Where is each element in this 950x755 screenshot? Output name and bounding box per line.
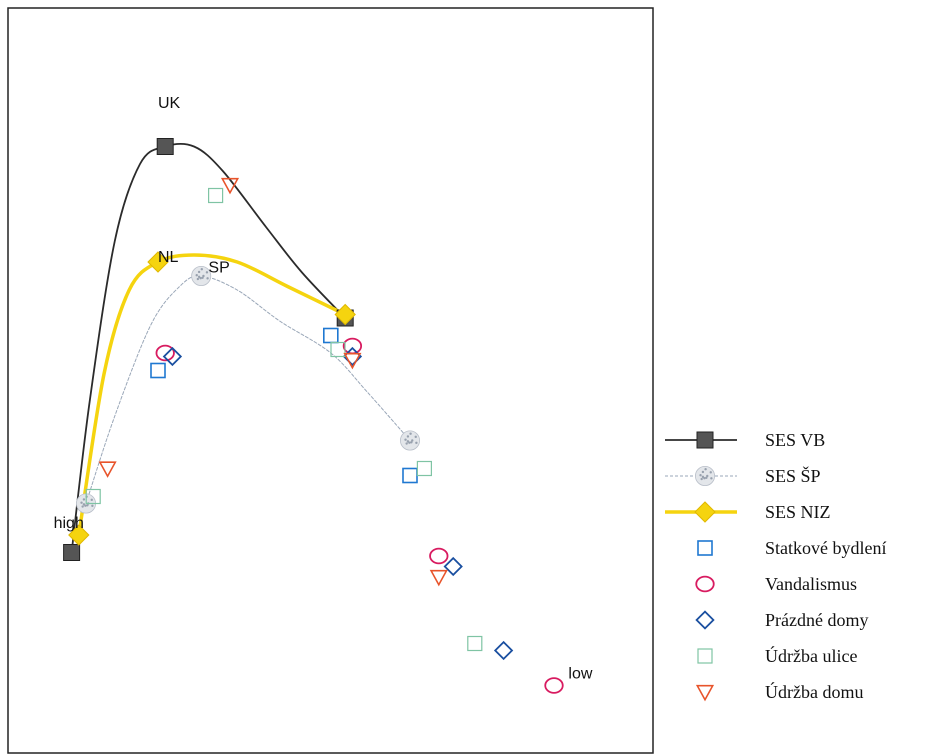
legend-label-ses-niz: SES NIZ (765, 502, 831, 522)
legend-label-ses-vb: SES VB (765, 430, 825, 450)
point-ses-niz-1 (68, 524, 90, 546)
legend-marker-ses-vb (696, 431, 714, 449)
legend-item-udrzba-ulice: Údržba ulice (697, 645, 857, 666)
series-line-ses-sp (85, 275, 411, 504)
legend-marker-vandalismus (695, 575, 715, 593)
point-ses-niz-3 (334, 303, 356, 326)
point-ses-sp-2 (191, 265, 212, 286)
point-prazdne-domy-3 (443, 556, 463, 577)
point-udrzba-domu-3 (343, 352, 362, 370)
point-vandalismus-1 (155, 344, 175, 362)
point-udrzba-ulice-2 (208, 187, 224, 204)
point-ses-sp-3 (399, 430, 420, 451)
legend-marker-udrzba-ulice (697, 648, 713, 664)
point-udrzba-domu-1 (98, 461, 117, 478)
legend-item-ses-sp: SES ŠP (665, 465, 821, 486)
point-ses-vb-2 (156, 138, 174, 155)
legend-marker-udrzba-domu (695, 684, 715, 702)
legend-label-udrzba-ulice: Údržba ulice (765, 645, 857, 666)
point-vandalismus-4 (544, 677, 564, 694)
point-udrzba-ulice-5 (467, 635, 483, 652)
legend-item-ses-niz: SES NIZ (665, 501, 831, 523)
legend-label-ses-sp: SES ŠP (765, 465, 821, 486)
legend-marker-statkove-bydleni (697, 540, 713, 556)
legend-item-udrzba-domu: Údržba domu (695, 681, 863, 702)
legend-item-vandalismus: Vandalismus (695, 574, 857, 594)
point-udrzba-domu-4 (429, 569, 448, 587)
legend-label-vandalismus: Vandalismus (765, 574, 857, 594)
legend: SES VB SES ŠP SES NIZ Statkové bydlení Vanda… (665, 430, 886, 702)
legend-item-prazdne-domy: Prázdné domy (695, 610, 868, 630)
point-udrzba-ulice-3 (330, 341, 346, 358)
point-ses-niz-2 (147, 251, 169, 273)
data-markers (63, 138, 564, 694)
legend-marker-ses-niz (694, 501, 716, 523)
legend-label-prazdne-domy: Prázdné domy (765, 610, 868, 630)
point-statkove-bydleni-1 (150, 362, 166, 379)
legend-marker-prazdne-domy (695, 610, 715, 630)
legend-label-udrzba-domu: Údržba domu (765, 681, 863, 702)
annotation-nl: NL (158, 249, 179, 266)
plot-frame (7, 7, 654, 754)
point-vandalismus-3 (429, 547, 449, 565)
point-udrzba-ulice-1 (85, 488, 101, 505)
point-ses-vb-1 (63, 544, 81, 561)
annotation-high: high (54, 515, 84, 532)
point-udrzba-domu-2 (220, 177, 240, 195)
legend-item-statkove-bydleni: Statkové bydlení (697, 538, 886, 558)
legend-marker-ses-sp (695, 465, 716, 486)
point-prazdne-domy-1 (162, 346, 183, 367)
point-prazdne-domy-4 (493, 640, 514, 661)
annotation-sp: SP (208, 260, 229, 277)
annotation-low: low (568, 666, 592, 683)
point-annotations: UK NL SP high low (54, 95, 593, 683)
legend-label-statkove-bydleni: Statkové bydlení (765, 538, 886, 558)
point-udrzba-ulice-4 (416, 460, 432, 477)
annotation-uk: UK (158, 95, 181, 112)
legend-item-ses-vb: SES VB (665, 430, 825, 450)
